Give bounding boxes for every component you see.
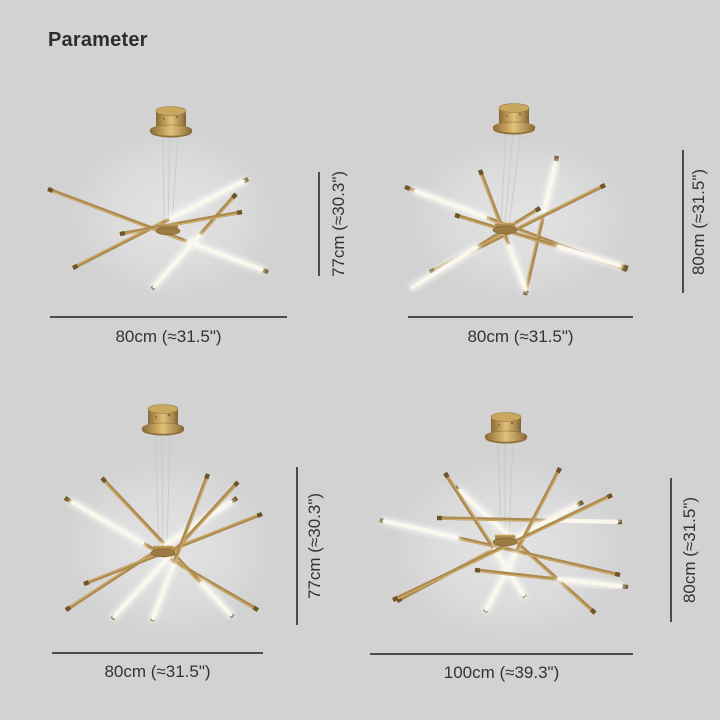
fixture-top-right	[404, 103, 629, 296]
height-dimension-label: 77cm (≈30.3")	[329, 170, 348, 278]
fixture-top-left	[47, 106, 269, 291]
width-dimension-label: 80cm (≈31.5")	[115, 327, 222, 346]
width-dimension-line	[370, 653, 633, 655]
width-dimension-line	[408, 316, 633, 318]
height-dimension-line	[670, 478, 672, 622]
height-dimension-line	[682, 150, 684, 293]
height-dimension-label: 80cm (≈31.5")	[680, 496, 699, 604]
fixture-backdrop-top-right	[375, 110, 665, 325]
height-dimension-label: 80cm (≈31.5")	[689, 168, 708, 276]
height-dimension-line	[318, 172, 320, 276]
page-title: Parameter	[48, 29, 148, 51]
width-dimension-line	[52, 652, 263, 654]
fixture-bottom-left	[63, 404, 263, 623]
width-dimension-label: 80cm (≈31.5")	[467, 327, 574, 346]
height-dimension-line	[296, 467, 298, 625]
fixture-bottom-right	[379, 412, 629, 615]
width-dimension-label: 100cm (≈39.3")	[443, 663, 560, 682]
width-dimension-line	[50, 316, 287, 318]
width-dimension-label: 80cm (≈31.5")	[104, 662, 211, 681]
height-dimension-label: 77cm (≈30.3")	[305, 492, 324, 600]
